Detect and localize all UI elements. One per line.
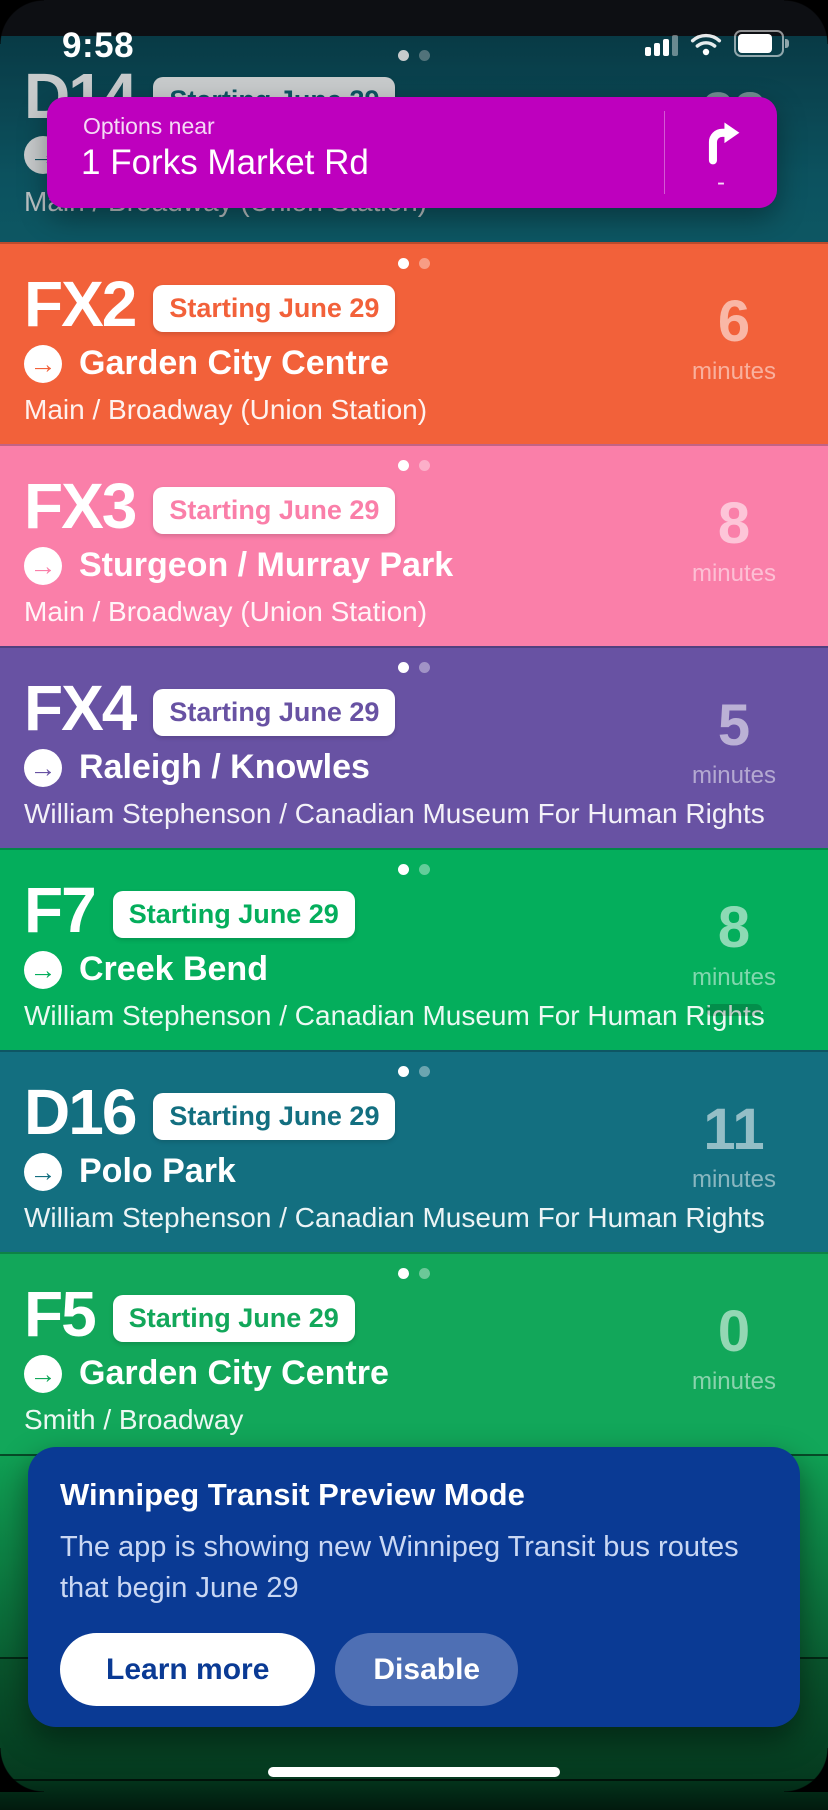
starting-date-badge: Starting June 29 [153, 486, 396, 534]
route-number: F7 [24, 874, 97, 946]
minutes-label: minutes [691, 358, 777, 385]
route-card-f5[interactable]: F5 Starting June 29 → Garden City Centre… [0, 1252, 828, 1454]
page-indicator-dots [398, 258, 430, 269]
learn-more-button[interactable]: Learn more [60, 1633, 316, 1706]
toast-label: Options near [83, 113, 215, 139]
page-dot-inactive [419, 50, 430, 61]
route-stop-description: Main / Broadway (Union Station) [24, 596, 428, 627]
route-card-fx2[interactable]: FX2 Starting June 29 → Garden City Centr… [0, 242, 828, 444]
page-dot-active [398, 662, 409, 673]
screen-corner [0, 0, 44, 44]
route-number: FX3 [24, 470, 137, 542]
direction-arrow-icon: → [24, 1152, 62, 1191]
direction-arrow-icon: → [24, 546, 62, 585]
route-card-f7[interactable]: F7 Starting June 29 → Creek Bend William… [0, 848, 828, 1050]
direction-arrow-icon: → [24, 344, 62, 383]
route-destination: Garden City Centre [79, 1354, 389, 1392]
home-indicator[interactable] [268, 1767, 560, 1777]
direction-arrow-icon: → [24, 950, 62, 989]
route-number: F5 [24, 1278, 97, 1350]
starting-date-badge: Starting June 29 [153, 1092, 396, 1140]
page-dot-active [398, 460, 409, 471]
route-card-d16[interactable]: D16 Starting June 29 → Polo Park William… [0, 1050, 828, 1252]
toast-directions-section[interactable]: - [664, 111, 777, 196]
departure-minutes-value: 11 [703, 1097, 765, 1162]
page-indicator-dots [398, 1066, 430, 1077]
page-indicator-dots [398, 460, 430, 471]
banner-body: The app is showing new Winnipeg Transit … [60, 1531, 739, 1604]
status-bar: 9:58 [0, 22, 828, 66]
route-stop-description: Main / Broadway (Union Station) [24, 394, 428, 425]
departure-minutes-value: 8 [717, 491, 751, 556]
route-number: D16 [24, 1076, 137, 1148]
page-indicator-dots [398, 864, 430, 875]
route-number: FX2 [24, 268, 137, 340]
cellular-signal-icon [645, 32, 678, 56]
live-progress-pill [706, 1004, 762, 1016]
toast-distance-placeholder: - [717, 169, 725, 196]
route-destination: Sturgeon / Murray Park [79, 546, 454, 584]
screen-corner [0, 1748, 44, 1792]
screen-corner [784, 1748, 828, 1792]
route-stop-description: William Stephenson / Canadian Museum For… [24, 1000, 765, 1031]
disable-button[interactable]: Disable [335, 1633, 519, 1706]
route-card-fx3[interactable]: FX3 Starting June 29 → Sturgeon / Murray… [0, 444, 828, 646]
route-destination: Garden City Centre [79, 344, 389, 382]
minutes-label: minutes [691, 1368, 777, 1395]
minutes-label: minutes [691, 762, 777, 789]
page-dot-active [398, 864, 409, 875]
page-dot-inactive [419, 460, 430, 471]
page-indicator-dots [398, 1268, 430, 1279]
route-destination: Polo Park [79, 1152, 236, 1190]
page-dot-inactive [419, 662, 430, 673]
turn-right-arrow-icon [708, 122, 740, 165]
toast-address: 1 Forks Market Rd [81, 143, 369, 182]
departure-minutes-value: 5 [717, 693, 751, 758]
direction-arrow-icon: → [24, 748, 62, 787]
route-stop-description: William Stephenson / Canadian Museum For… [24, 1202, 765, 1233]
direction-arrow-icon: → [24, 1354, 62, 1393]
page-dot-inactive [419, 864, 430, 875]
page-dot-active [398, 258, 409, 269]
preview-mode-banner: Winnipeg Transit Preview Mode The app is… [28, 1447, 800, 1727]
options-near-toast[interactable]: Options near 1 Forks Market Rd - [47, 97, 777, 208]
departure-minutes-value: 8 [717, 895, 751, 960]
wifi-icon [690, 33, 722, 55]
page-indicator-dots [398, 50, 430, 61]
page-dot-active [398, 1268, 409, 1279]
route-destination: Raleigh / Knowles [79, 748, 370, 786]
route-number: FX4 [24, 672, 137, 744]
page-dot-active [398, 1066, 409, 1077]
route-card-fx4[interactable]: FX4 Starting June 29 → Raleigh / Knowles… [0, 646, 828, 848]
screen-corner [784, 0, 828, 44]
page-dot-active [398, 50, 409, 61]
minutes-label: minutes [691, 964, 777, 991]
statusbar-background [0, 0, 828, 36]
banner-title: Winnipeg Transit Preview Mode [60, 1477, 525, 1512]
partially-hidden-card [0, 1779, 828, 1810]
departure-minutes-value: 6 [717, 289, 751, 354]
starting-date-badge: Starting June 29 [112, 1294, 355, 1342]
minutes-label: minutes [691, 1166, 777, 1193]
battery-icon [734, 30, 789, 57]
route-destination: Creek Bend [79, 950, 268, 988]
page-dot-inactive [419, 258, 430, 269]
page-dot-inactive [419, 1066, 430, 1077]
route-stop-description: Smith / Broadway [24, 1404, 244, 1435]
departure-minutes-value: 0 [717, 1299, 751, 1364]
clock-time: 9:58 [62, 26, 135, 65]
starting-date-badge: Starting June 29 [153, 284, 396, 332]
starting-date-badge: Starting June 29 [112, 890, 355, 938]
minutes-label: minutes [691, 560, 777, 587]
page-indicator-dots [398, 662, 430, 673]
page-dot-inactive [419, 1268, 430, 1279]
starting-date-badge: Starting June 29 [153, 688, 396, 736]
route-stop-description: William Stephenson / Canadian Museum For… [24, 798, 765, 829]
